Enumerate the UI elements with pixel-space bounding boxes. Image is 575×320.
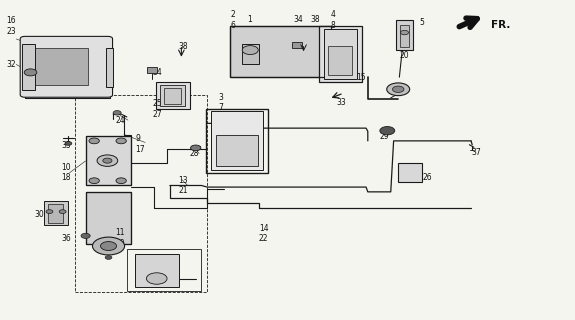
Bar [328, 46, 352, 75]
Circle shape [387, 83, 409, 96]
Text: 32: 32 [6, 60, 16, 69]
Bar [324, 29, 357, 79]
Text: 1: 1 [247, 15, 252, 24]
Bar [34, 49, 89, 85]
Circle shape [113, 111, 121, 115]
Text: 3
7: 3 7 [218, 93, 224, 112]
Text: 38: 38 [310, 15, 320, 24]
Text: 13
21: 13 21 [178, 176, 188, 195]
Bar [75, 95, 207, 292]
Text: 34: 34 [293, 15, 303, 24]
Bar [86, 192, 132, 244]
Text: 5: 5 [419, 19, 424, 28]
Bar [48, 204, 63, 223]
Bar [86, 136, 132, 186]
Circle shape [46, 210, 53, 213]
Circle shape [105, 256, 112, 260]
FancyBboxPatch shape [20, 36, 113, 97]
Bar [319, 26, 362, 82]
Circle shape [24, 69, 37, 76]
Bar [292, 42, 302, 48]
Circle shape [93, 237, 125, 255]
Bar [22, 44, 35, 90]
Text: 24: 24 [116, 116, 125, 125]
Bar [400, 25, 409, 47]
Circle shape [103, 158, 112, 163]
Text: 29: 29 [380, 132, 389, 140]
Bar [86, 136, 132, 186]
Text: 25
27: 25 27 [153, 99, 162, 119]
Circle shape [147, 273, 167, 284]
Bar [86, 192, 132, 244]
Bar [216, 134, 258, 166]
Text: 34: 34 [153, 68, 163, 77]
Text: 36: 36 [61, 234, 71, 243]
Bar [164, 88, 181, 104]
Text: 12
20: 12 20 [400, 40, 409, 60]
Bar [127, 249, 201, 291]
Circle shape [59, 210, 66, 213]
Bar [160, 85, 185, 107]
Bar [397, 20, 412, 50]
Text: 28: 28 [190, 149, 200, 158]
Text: 14
22: 14 22 [259, 224, 269, 243]
Text: 38: 38 [178, 42, 188, 52]
Text: 10
18: 10 18 [61, 163, 71, 182]
Circle shape [89, 138, 99, 144]
Circle shape [190, 145, 201, 151]
Bar [230, 26, 331, 77]
Bar [156, 82, 190, 109]
Circle shape [393, 86, 404, 92]
Bar [206, 109, 268, 173]
Circle shape [97, 155, 118, 166]
Bar [106, 49, 113, 87]
Text: 16
23: 16 23 [6, 17, 16, 36]
Bar [230, 26, 331, 77]
Text: 26: 26 [422, 173, 432, 182]
Text: 15: 15 [356, 73, 366, 82]
Text: 33: 33 [336, 98, 346, 107]
Circle shape [380, 126, 395, 135]
Text: 9
17: 9 17 [136, 134, 145, 154]
Circle shape [81, 233, 90, 238]
Circle shape [401, 30, 408, 35]
Circle shape [116, 178, 126, 184]
Text: 35: 35 [61, 141, 71, 150]
Circle shape [89, 178, 99, 184]
Text: 30: 30 [34, 210, 44, 219]
Circle shape [101, 242, 117, 251]
Bar [147, 67, 158, 73]
Text: 37: 37 [471, 148, 481, 156]
Text: 31: 31 [52, 210, 62, 219]
Text: 11
19: 11 19 [116, 228, 125, 248]
Text: FR.: FR. [491, 20, 511, 29]
Bar [44, 201, 68, 225]
Circle shape [65, 141, 72, 145]
Bar [242, 44, 259, 64]
Circle shape [242, 46, 258, 54]
Text: 4
8: 4 8 [331, 10, 335, 29]
Text: 2
6: 2 6 [230, 10, 235, 29]
Bar [398, 163, 421, 182]
Circle shape [116, 138, 126, 144]
Bar [136, 254, 178, 287]
Bar [210, 111, 263, 170]
